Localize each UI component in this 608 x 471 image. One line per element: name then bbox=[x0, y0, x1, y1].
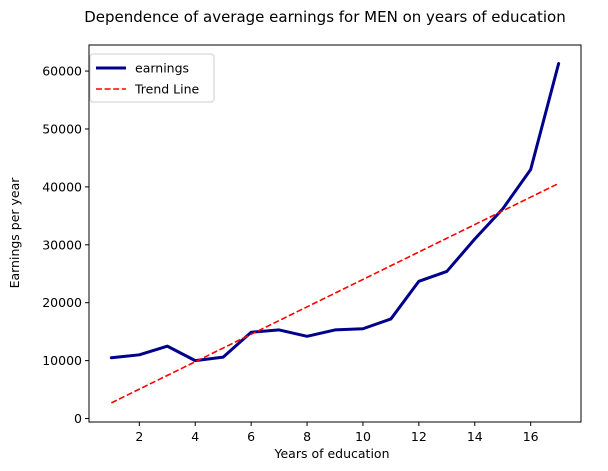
y-tick-label: 0 bbox=[74, 411, 82, 426]
legend-label: earnings bbox=[135, 61, 189, 76]
legend-label: Trend Line bbox=[134, 82, 200, 97]
y-tick-label: 20000 bbox=[42, 295, 82, 310]
y-tick-label: 40000 bbox=[42, 179, 82, 194]
x-tick-label: 2 bbox=[135, 429, 143, 444]
x-axis: 2 4 6 8 10 12 14 16 bbox=[135, 422, 539, 444]
series-layer bbox=[109, 62, 561, 404]
x-tick-label: 14 bbox=[467, 429, 483, 444]
legend: earnings Trend Line bbox=[89, 53, 215, 103]
x-tick-label: 12 bbox=[411, 429, 427, 444]
x-tick-label: 6 bbox=[247, 429, 255, 444]
y-tick-label: 30000 bbox=[42, 237, 82, 252]
x-axis-label: Years of education bbox=[274, 446, 390, 461]
series-line-trend-line bbox=[111, 182, 559, 404]
y-axis-label: Earnings per year bbox=[7, 177, 22, 289]
series-line-earnings bbox=[109, 62, 561, 363]
y-tick-label: 60000 bbox=[42, 64, 82, 79]
plot-area bbox=[88, 44, 582, 423]
y-axis: 0 10000 20000 30000 40000 50000 60000 bbox=[42, 64, 89, 426]
y-tick-label: 50000 bbox=[42, 121, 82, 136]
x-tick-label: 16 bbox=[523, 429, 539, 444]
chart-title: Dependence of average earnings for MEN o… bbox=[84, 8, 566, 26]
x-tick-label: 8 bbox=[303, 429, 311, 444]
y-tick-label: 10000 bbox=[42, 353, 82, 368]
x-tick-label: 10 bbox=[355, 429, 371, 444]
legend-frame bbox=[89, 53, 215, 103]
x-tick-label: 4 bbox=[191, 429, 199, 444]
